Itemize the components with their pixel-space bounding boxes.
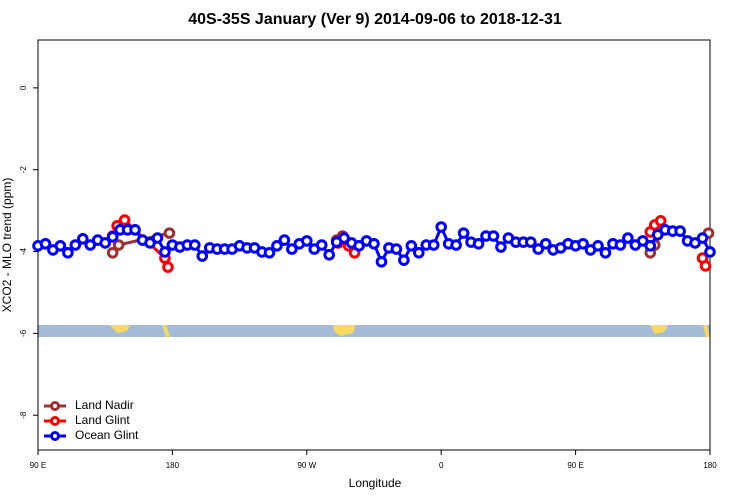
point [106,231,119,243]
point [278,234,291,246]
legend-label: Land Glint [75,413,130,427]
point [644,240,657,252]
map-strip [38,325,710,337]
point [106,246,119,259]
point [77,233,89,245]
point [286,243,298,255]
point [405,240,418,252]
point [599,246,612,259]
point [375,255,388,268]
point [84,239,97,251]
point [368,237,380,250]
point [189,239,201,251]
x-tick-label: 180 [703,461,717,470]
point [118,214,131,226]
point [99,237,111,249]
point [532,243,545,255]
y-axis-label: XCO2 - MLO trend (ppm) [0,178,14,313]
point [674,225,686,237]
point [54,240,67,252]
point [159,246,171,258]
chart-title: 40S-35S January (Ver 9) 2014-09-06 to 20… [188,11,562,28]
point [525,236,537,248]
point [338,232,350,244]
x-tick-label: 90 E [567,461,583,470]
point [112,239,125,251]
point [39,237,52,250]
point [163,227,176,239]
y-tick-label: -8 [19,411,28,419]
legend-label: Land Nadir [75,398,134,412]
point [69,239,82,251]
x-tick-label: 90 W [297,461,316,470]
legend-marker [50,416,60,426]
point [263,246,276,259]
point [696,232,709,244]
point [271,240,283,252]
legend-marker [50,401,60,411]
point [435,221,448,233]
point [315,239,328,251]
point [704,246,716,258]
point [651,228,664,241]
y-tick-label: 0 [19,85,28,90]
point [637,235,649,247]
point [301,235,313,247]
point [353,240,365,252]
y-tick-label: -6 [19,329,28,337]
legend-marker [50,431,60,441]
point [323,249,336,261]
y-tick-label: -4 [19,247,28,255]
point [654,215,667,227]
point [495,241,507,253]
point [592,240,604,252]
point [450,239,462,251]
x-tick-label: 180 [166,461,180,470]
point [427,239,440,251]
point [577,237,589,250]
x-tick-label: 0 [439,461,444,470]
point [457,227,470,239]
point [689,237,701,249]
point [390,243,403,255]
point [413,246,425,259]
point [151,232,164,244]
point [487,230,500,242]
point [398,254,410,266]
point [614,239,627,251]
point [539,237,552,250]
point [62,246,74,259]
x-axis-label: Longitude [349,476,402,490]
point [622,232,634,244]
point [162,261,174,273]
x-tick-label: 90 E [30,461,46,470]
point [196,250,209,262]
point [472,237,485,250]
y-tick-label: -2 [19,166,28,174]
point [144,237,156,249]
legend-label: Ocean Glint [75,428,139,442]
point [699,260,712,272]
point [129,224,141,236]
